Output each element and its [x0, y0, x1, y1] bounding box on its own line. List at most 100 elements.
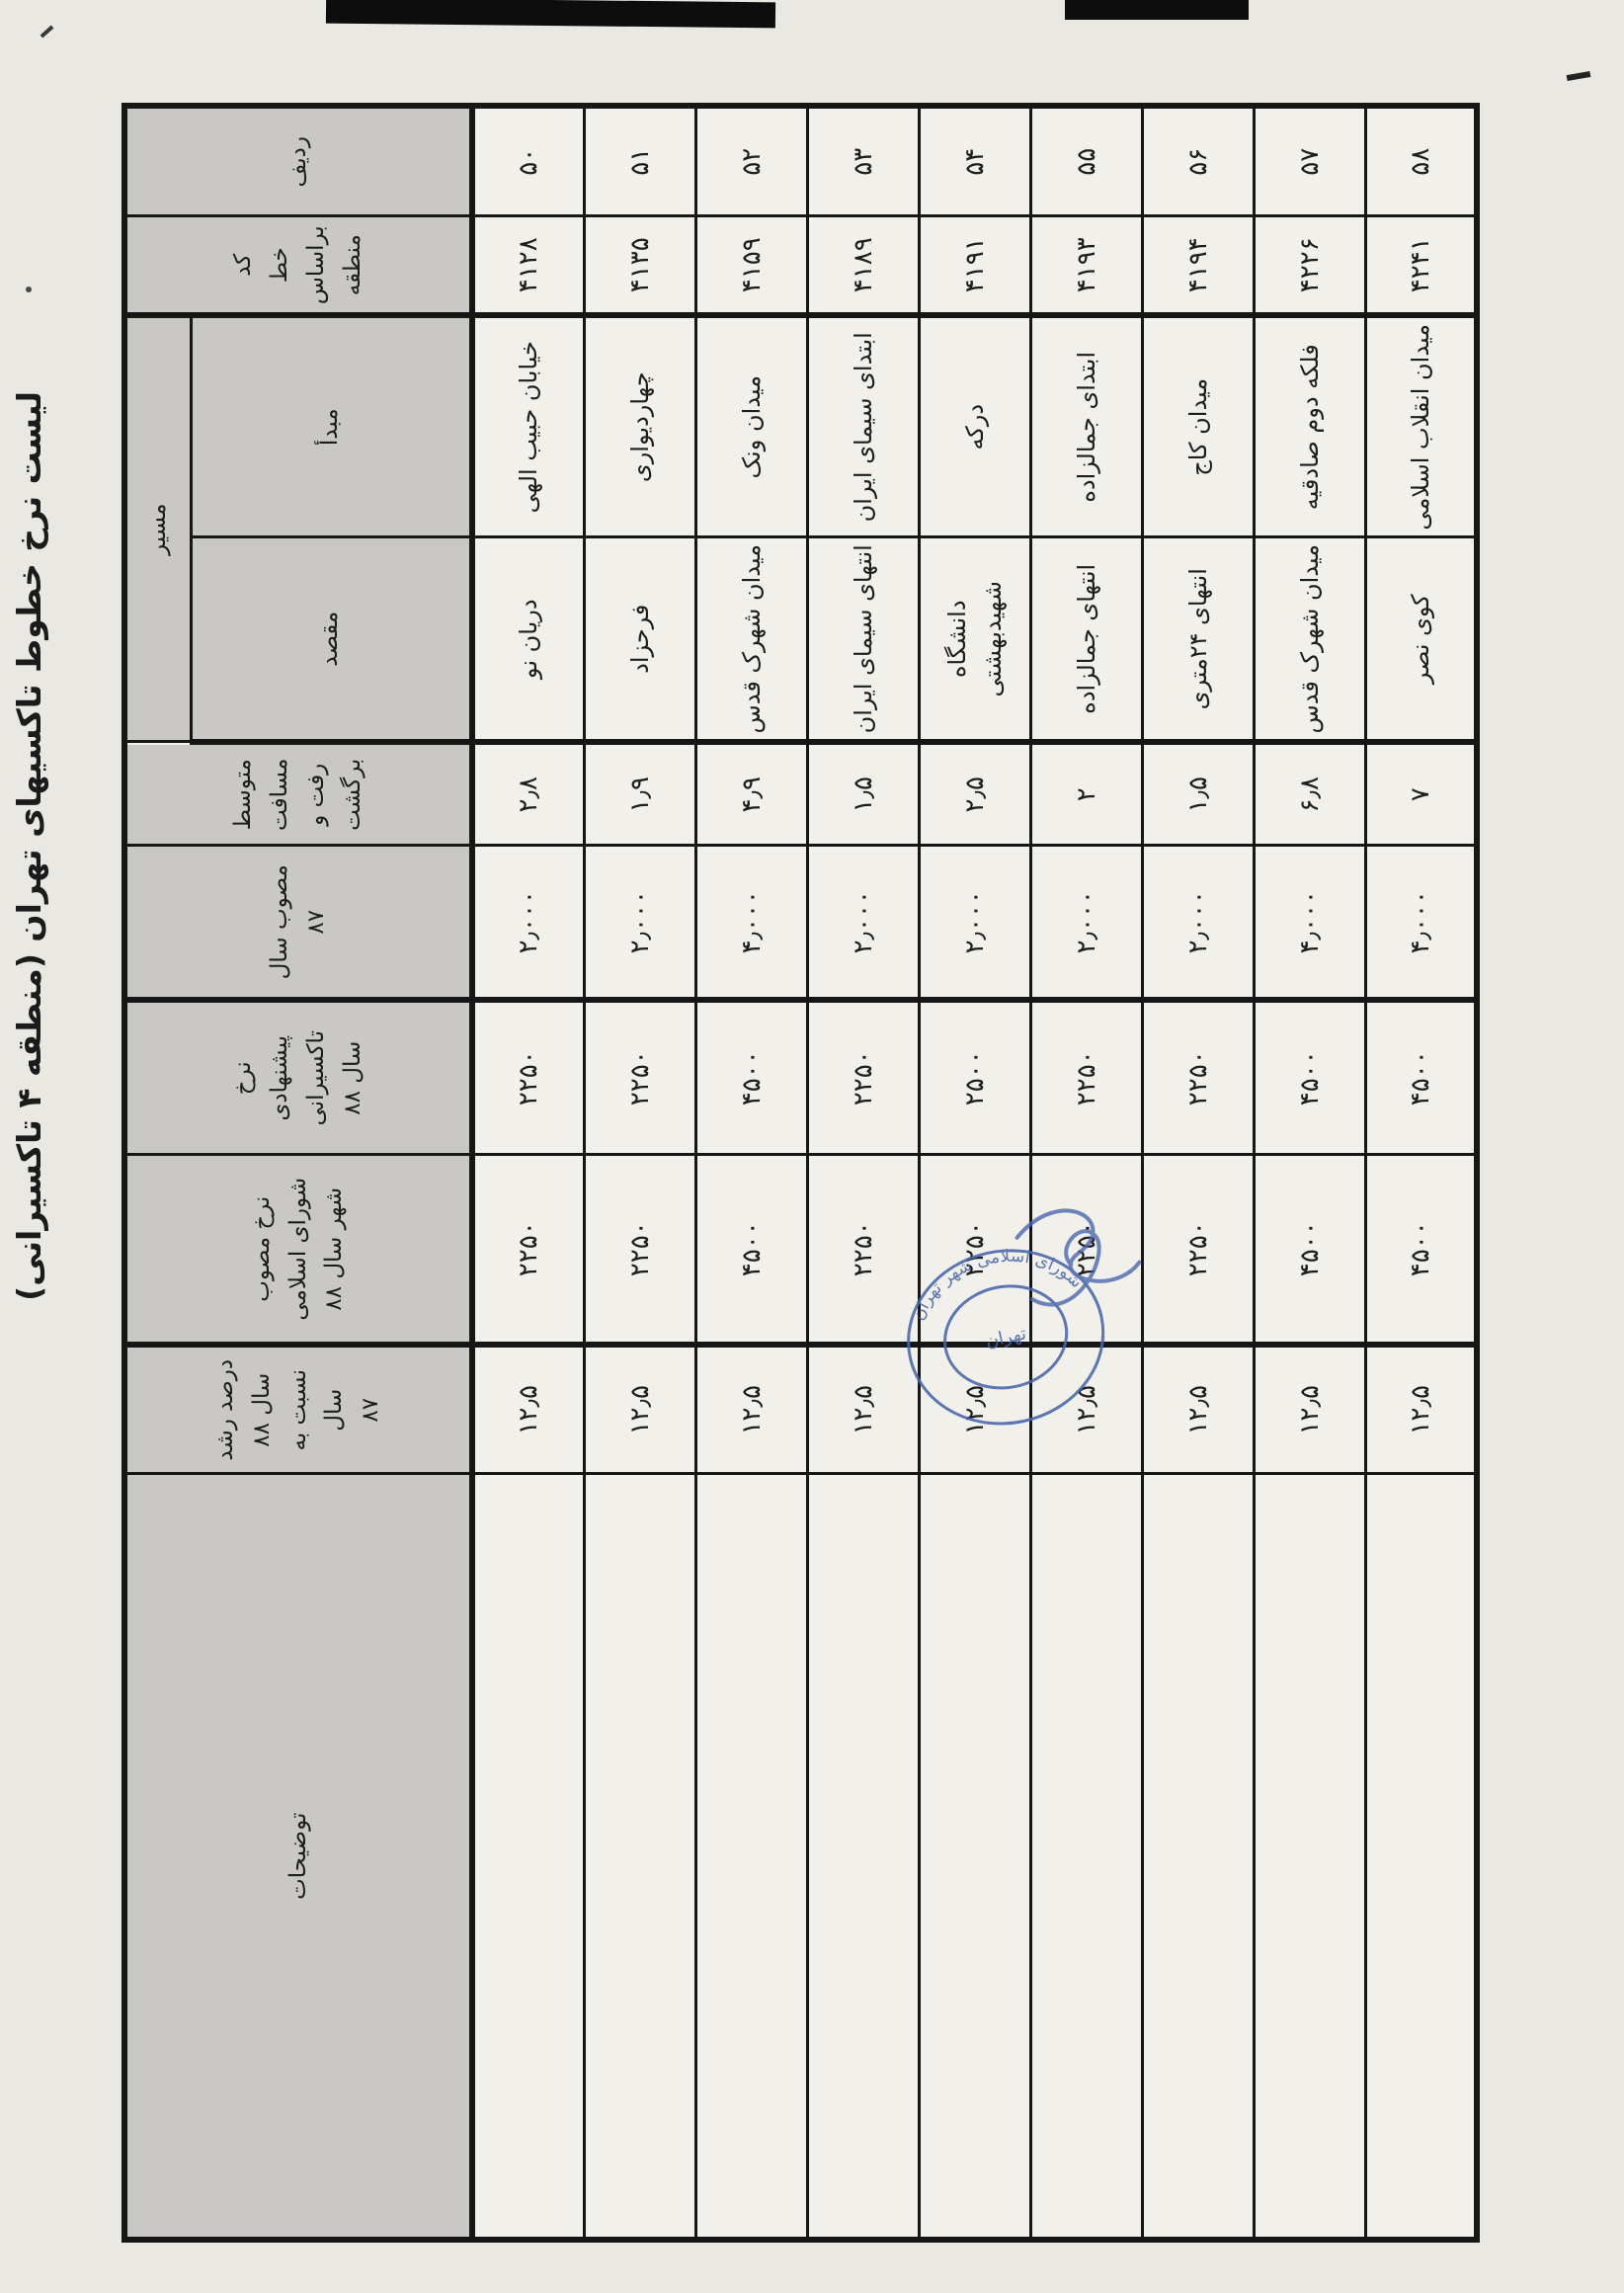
cell-proposed88: ۲۲۵۰ [807, 1000, 919, 1155]
cell-distance: ۲ [1030, 742, 1142, 846]
table-row: ۵۶ ۴۱۹۴ میدان کاج انتهای ۲۴متری ۱٫۵ ۲٫۰۰… [1142, 106, 1254, 2240]
council-stamp-icon: شورای اسلامی شهر تهران تهران [898, 1208, 1142, 1426]
cell-distance: ۱٫۹ [584, 742, 695, 846]
cell-code: ۴۱۵۹ [695, 216, 807, 315]
cell-maqsad: میدان شهرک قدس [695, 537, 807, 742]
cell-code: ۴۱۲۸ [472, 216, 584, 315]
cell-code: ۴۲۴۱ [1365, 216, 1477, 315]
column-header-approved-88: نرخ مصوب شورای اسلامی شهر سال ۸۸ [124, 1155, 472, 1345]
cell-radif: ۵۰ [472, 106, 584, 216]
cell-radif: ۵۴ [919, 106, 1030, 216]
column-header-notes: توضیحات [124, 1474, 472, 2240]
cell-maqsad: فرحزاد [584, 537, 695, 742]
cell-proposed88: ۲۲۵۰ [584, 1000, 695, 1155]
cell-approved88: ۲۲۵۰ [584, 1155, 695, 1345]
cell-mabda: چهاردیواری [584, 315, 695, 537]
table-row: ۵۲ ۴۱۵۹ میدان ونک میدان شهرک قدس ۴٫۹ ۴٫۰… [695, 106, 807, 2240]
cell-maqsad: انتهای سیمای ایران [807, 537, 919, 742]
column-header-radif: ردیف [124, 106, 472, 216]
cell-distance: ۴٫۹ [695, 742, 807, 846]
cell-proposed88: ۲۵۰۰ [919, 1000, 1030, 1155]
cell-radif: ۵۶ [1142, 106, 1254, 216]
column-header-origin: مبدأ [191, 315, 472, 537]
cell-code: ۴۱۳۵ [584, 216, 695, 315]
cell-proposed88: ۴۵۰۰ [1254, 1000, 1365, 1155]
cell-distance: ۱٫۵ [807, 742, 919, 846]
cell-notes [472, 1474, 584, 2240]
cell-proposed88: ۴۵۰۰ [1365, 1000, 1477, 1155]
cell-mabda: میدان ونک [695, 315, 807, 537]
cell-approved88: ۴۵۰۰ [1365, 1155, 1477, 1345]
table-row: ۵۷ ۴۲۲۶ فلکه دوم صادقیه میدان شهرک قدس ۶… [1254, 106, 1365, 2240]
column-header-route: مسیر [124, 315, 191, 742]
cell-code: ۴۱۹۱ [919, 216, 1030, 315]
cell-mabda: خیابان حبیب الهی [472, 315, 584, 537]
cell-approved88: ۲۲۵۰ [472, 1155, 584, 1345]
cell-mabda: ابتدای جمالزاده [1030, 315, 1142, 537]
table-body: ۵۰ ۴۱۲۸ خیابان حبیب الهی دریان نو ۲٫۸ ۲٫… [472, 106, 1477, 2240]
cell-distance: ۶٫۸ [1254, 742, 1365, 846]
cell-distance: ۷ [1365, 742, 1477, 846]
cell-radif: ۵۲ [695, 106, 807, 216]
cell-proposed88: ۲۲۵۰ [1142, 1000, 1254, 1155]
cell-notes [919, 1474, 1030, 2240]
cell-radif: ۵۱ [584, 106, 695, 216]
table-row: ۵۳ ۴۱۸۹ ابتدای سیمای ایران انتهای سیمای … [807, 106, 919, 2240]
cell-approved88: ۴۵۰۰ [1254, 1155, 1365, 1345]
cell-proposed88: ۴۵۰۰ [695, 1000, 807, 1155]
table-header: ردیف کد خط براساس منطقه مسیر متوسط مسافت… [124, 106, 472, 2240]
cell-distance: ۲٫۵ [919, 742, 1030, 846]
table-row: ۵۸ ۴۲۴۱ میدان انقلاب اسلامی کوی نصر ۷ ۴٫… [1365, 106, 1477, 2240]
cell-growth: ۱۲٫۵ [472, 1345, 584, 1474]
table-row: ۵۰ ۴۱۲۸ خیابان حبیب الهی دریان نو ۲٫۸ ۲٫… [472, 106, 584, 2240]
cell-radif: ۵۵ [1030, 106, 1142, 216]
cell-rate87: ۲٫۰۰۰ [807, 846, 919, 1000]
cell-notes [807, 1474, 919, 2240]
cell-code: ۴۲۲۶ [1254, 216, 1365, 315]
cell-growth: ۱۲٫۵ [695, 1345, 807, 1474]
cell-distance: ۱٫۵ [1142, 742, 1254, 846]
taxi-rates-table: ردیف کد خط براساس منطقه مسیر متوسط مسافت… [122, 103, 1480, 2243]
cell-rate87: ۴٫۰۰۰ [695, 846, 807, 1000]
table-row: ۵۱ ۴۱۳۵ چهاردیواری فرحزاد ۱٫۹ ۲٫۰۰۰ ۲۲۵۰… [584, 106, 695, 2240]
cell-rate87: ۴٫۰۰۰ [1365, 846, 1477, 1000]
cell-radif: ۵۳ [807, 106, 919, 216]
cell-rate87: ۲٫۰۰۰ [1030, 846, 1142, 1000]
cell-maqsad: انتهای جمالزاده [1030, 537, 1142, 742]
scan-artifact-bar [1065, 0, 1249, 20]
scan-artifact-bar [325, 0, 776, 29]
cell-code: ۴۱۸۹ [807, 216, 919, 315]
cell-growth: ۱۲٫۵ [584, 1345, 695, 1474]
cell-maqsad: میدان شهرک قدس [1254, 537, 1365, 742]
cell-mabda: میدان کاج [1142, 315, 1254, 537]
cell-notes [695, 1474, 807, 2240]
page-title: لیست نرخ خطوط تاکسیهای تهران (منطقه ۴ تا… [10, 391, 48, 1301]
cell-rate87: ۴٫۰۰۰ [1254, 846, 1365, 1000]
cell-code: ۴۱۹۳ [1030, 216, 1142, 315]
column-header-proposed-88: نرخ پیشنهادی تاکسیرانی سال ۸۸ [124, 1000, 472, 1155]
cell-radif: ۵۷ [1254, 106, 1365, 216]
table-row: ۵۴ ۴۱۹۱ درکه دانشگاه شهیدبهشتی ۲٫۵ ۲٫۰۰۰… [919, 106, 1030, 2240]
cell-proposed88: ۲۲۵۰ [1030, 1000, 1142, 1155]
table-row: ۵۵ ۴۱۹۳ ابتدای جمالزاده انتهای جمالزاده … [1030, 106, 1142, 2240]
cell-rate87: ۲٫۰۰۰ [472, 846, 584, 1000]
cell-notes [1142, 1474, 1254, 2240]
column-header-destination: مقصد [191, 537, 472, 742]
cell-maqsad: دانشگاه شهیدبهشتی [919, 537, 1030, 742]
cell-code: ۴۱۹۴ [1142, 216, 1254, 315]
cell-notes [1254, 1474, 1365, 2240]
column-header-line-code: کد خط براساس منطقه [124, 216, 472, 315]
column-header-growth-percent: درصد رشد سال ۸۸ نسبت به سال ۸۷ [124, 1345, 472, 1474]
stamp-center-text: تهران [984, 1323, 1028, 1351]
column-header-rate-87: مصوب سال ۸۷ [124, 846, 472, 1000]
cell-mabda: درکه [919, 315, 1030, 537]
cell-growth: ۱۲٫۵ [1365, 1345, 1477, 1474]
cell-maqsad: انتهای ۲۴متری [1142, 537, 1254, 742]
cell-radif: ۵۸ [1365, 106, 1477, 216]
cell-rate87: ۲٫۰۰۰ [584, 846, 695, 1000]
cell-proposed88: ۲۲۵۰ [472, 1000, 584, 1155]
cell-notes [584, 1474, 695, 2240]
scan-artifact-dot [26, 287, 32, 292]
